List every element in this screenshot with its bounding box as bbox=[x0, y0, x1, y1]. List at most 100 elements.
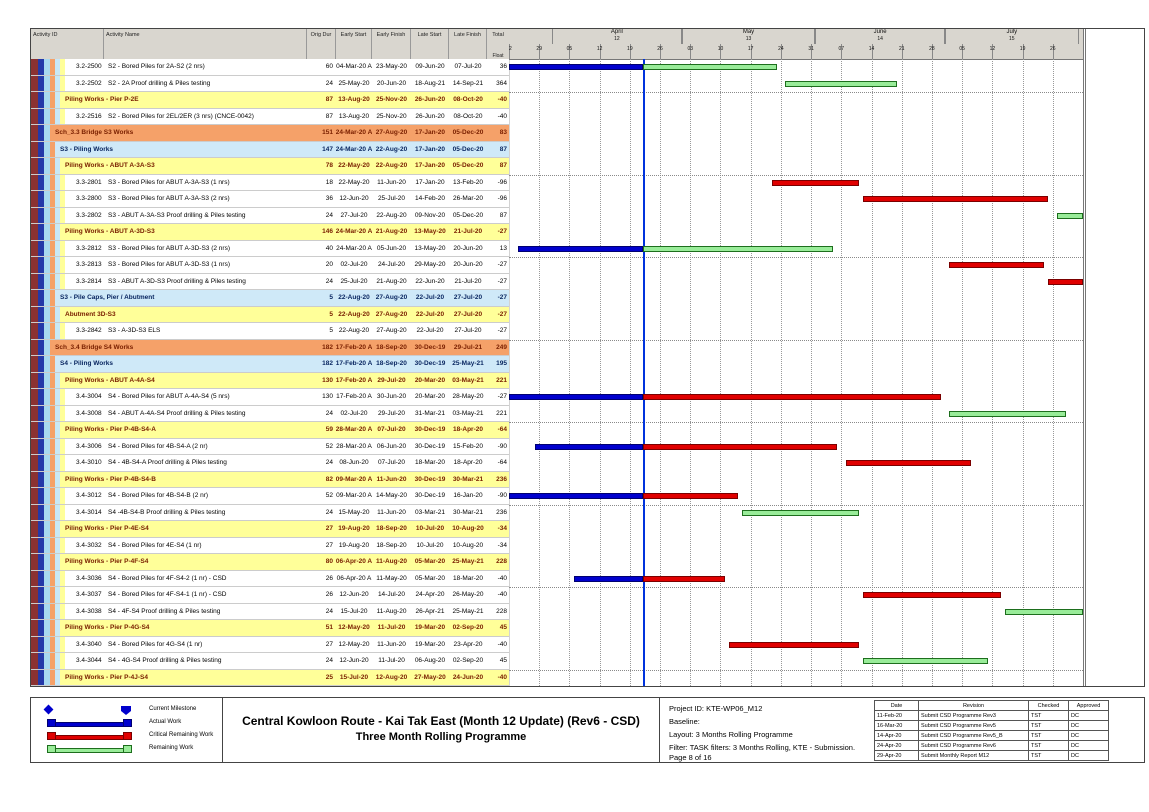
band-row[interactable]: S3 - Pile Caps, Pier / Abutment 5 22-Aug-2… bbox=[31, 290, 509, 307]
band-row[interactable]: Piling Works - Pier P-4B-S4-B 82 09-Mar-20… bbox=[31, 471, 509, 488]
column-header-total-float[interactable]: Total Float bbox=[487, 29, 509, 59]
activity-row[interactable]: 3.4-3036 S4 - Bored Piles for 4F-S4-2 (1 … bbox=[31, 570, 509, 587]
gantt-bar-critical[interactable] bbox=[772, 179, 859, 186]
late-finish-cell: 08-Oct-20 bbox=[453, 112, 483, 120]
band-row[interactable]: Piling Works - Pier P-4G-S4 51 12-May-20 11… bbox=[31, 620, 509, 637]
band-row[interactable]: Piling Works - Pier P-4B-S4-A 59 28-Mar-20… bbox=[31, 422, 509, 439]
activity-row[interactable]: 3.4-3004 S4 - Bored Piles for ABUT A-4A-S… bbox=[31, 389, 509, 406]
band-row[interactable]: Piling Works - ABUT A-4A-S4 130 17-Feb-20 … bbox=[31, 372, 509, 389]
column-header-late-finish[interactable]: Late Finish bbox=[449, 29, 487, 59]
gantt-bar-actual[interactable] bbox=[573, 575, 643, 582]
activity-row[interactable]: 3.2-2516 S2 - Bored Piles for 2EL/2ER (3 … bbox=[31, 108, 509, 125]
activity-row[interactable]: 3.3-2801 S3 - Bored Piles for ABUT A-3A-S… bbox=[31, 174, 509, 191]
band-row[interactable]: Piling Works - Pier P-4J-S4 25 15-Jul-20 12… bbox=[31, 669, 509, 686]
row-background bbox=[65, 653, 509, 669]
gantt-bar-remaining[interactable] bbox=[1005, 608, 1083, 615]
activity-row[interactable]: 3.4-3008 S4 - ABUT A-4A-S4 Proof drilling… bbox=[31, 405, 509, 422]
activity-row[interactable]: 3.4-3032 S4 - Bored Piles for 4E-S4 (1 nr… bbox=[31, 537, 509, 554]
gantt-bar-critical[interactable] bbox=[642, 443, 837, 450]
activity-row[interactable]: 3.3-2842 S3 - A-3D-S3 ELS 5 22-Aug-20 27-Aug… bbox=[31, 323, 509, 340]
gantt-bar-actual[interactable] bbox=[509, 64, 643, 70]
activity-row[interactable]: 3.4-3012 S4 - Bored Piles for 4B-S4-B (2 … bbox=[31, 488, 509, 505]
band-row[interactable]: S3 - Piling Works 147 24-Mar-20 A 22-Aug-20… bbox=[31, 141, 509, 158]
total-float-cell: -27 bbox=[497, 294, 507, 302]
column-header-orig-dur[interactable]: Orig Dur bbox=[307, 29, 336, 59]
band-row[interactable]: Piling Works - Pier P-4F-S4 80 06-Apr-20 A… bbox=[31, 554, 509, 571]
band-row[interactable]: Piling Works - Pier P-2E 87 13-Aug-20 25-No… bbox=[31, 92, 509, 109]
activity-row[interactable]: 3.4-3010 S4 - 4B-S4-A Proof drilling & Pi… bbox=[31, 455, 509, 472]
late-start-cell: 31-Mar-21 bbox=[415, 409, 445, 417]
week-tick bbox=[841, 44, 843, 59]
activity-row[interactable]: 3.4-3037 S4 - Bored Piles for 4F-S4-1 (1 … bbox=[31, 587, 509, 604]
late-finish-cell: 25-May-21 bbox=[452, 558, 484, 566]
gantt-bar-critical[interactable] bbox=[1048, 278, 1083, 285]
month-band-april: April 12 bbox=[552, 29, 682, 44]
activity-row[interactable]: 3.4-3038 S4 - 4F-S4 Proof drilling & Pile… bbox=[31, 603, 509, 620]
column-header-activity-name[interactable]: Activity Name bbox=[104, 29, 307, 59]
revision-cell: 11-Feb-20 bbox=[874, 710, 919, 721]
activity-row[interactable]: 3.3-2814 S3 - ABUT A-3D-S3 Proof drilling… bbox=[31, 273, 509, 290]
early-start-cell: 22-May-20 bbox=[338, 178, 370, 186]
gantt-bar-critical[interactable] bbox=[642, 575, 725, 582]
gantt-bar-critical[interactable] bbox=[862, 592, 1001, 598]
column-header-activity-id[interactable]: Activity ID bbox=[31, 29, 104, 59]
band-row[interactable]: Abutment 3D-S3 5 22-Aug-20 27-Aug-20 22-Jul-… bbox=[31, 306, 509, 323]
activity-row[interactable]: 3.2-2500 S2 - Bored Piles for 2A-S2 (2 nr… bbox=[31, 59, 509, 76]
activity-name-cell: S4 - 4B-S4-A Proof drilling & Piles test… bbox=[108, 459, 227, 467]
week-label: 21 bbox=[898, 46, 905, 52]
week-tick bbox=[992, 44, 994, 59]
gantt-bar-critical[interactable] bbox=[949, 262, 1045, 268]
activity-row[interactable]: 3.3-2800 S3 - Bored Piles for ABUT A-3A-S… bbox=[31, 191, 509, 208]
total-float-cell: -90 bbox=[497, 442, 507, 450]
late-finish-cell: 08-Oct-20 bbox=[453, 96, 483, 104]
gantt-bar-actual[interactable] bbox=[517, 245, 643, 252]
late-finish-cell: 25-May-21 bbox=[452, 607, 484, 615]
gantt-bar-critical[interactable] bbox=[729, 641, 859, 648]
gantt-bar-actual[interactable] bbox=[534, 443, 643, 450]
column-header-late-start[interactable]: Late Start bbox=[411, 29, 449, 59]
orig-dur-cell: 24 bbox=[325, 508, 333, 516]
activity-row[interactable]: 3.3-2802 S3 - ABUT A-3A-S3 Proof drilling… bbox=[31, 207, 509, 224]
activity-row[interactable]: 3.3-2812 S3 - Bored Piles for ABUT A-3D-S… bbox=[31, 240, 509, 257]
activity-row[interactable]: 3.3-2813 S3 - Bored Piles for ABUT A-3D-S… bbox=[31, 257, 509, 274]
early-finish-cell: 22-Aug-20 bbox=[375, 162, 408, 170]
activity-row[interactable]: 3.4-3044 S4 - 4G-S4 Proof drilling & Pile… bbox=[31, 653, 509, 670]
gantt-bar-remaining[interactable] bbox=[785, 80, 898, 87]
gantt-bar-critical[interactable] bbox=[642, 394, 941, 400]
band-row[interactable]: S4 - Piling Works 182 17-Feb-20 A 18-Sep-20… bbox=[31, 356, 509, 373]
gantt-bar-critical[interactable] bbox=[845, 460, 971, 466]
activity-row[interactable]: 3.4-3014 S4 -4B-S4-B Proof drilling & Pil… bbox=[31, 504, 509, 521]
gantt-bar-remaining[interactable] bbox=[642, 64, 777, 70]
early-start-cell: 17-Feb-20 A bbox=[336, 393, 372, 401]
week-gridline bbox=[720, 59, 722, 686]
band-row[interactable]: Sch_3.3 Bridge S3 Works 151 24-Mar-20 A 27-… bbox=[31, 125, 509, 142]
revision-cell: DC bbox=[1068, 750, 1109, 761]
row-background bbox=[65, 240, 509, 256]
late-finish-cell: 27-Jul-20 bbox=[453, 310, 483, 318]
band-row[interactable]: Piling Works - Pier P-4E-S4 27 19-Aug-20 18… bbox=[31, 521, 509, 538]
gantt-bar-remaining[interactable] bbox=[742, 509, 859, 516]
band-row[interactable]: Piling Works - ABUT A-3A-S3 78 22-May-20 22… bbox=[31, 158, 509, 175]
week-label: 24 bbox=[778, 46, 784, 52]
gantt-bar-remaining[interactable] bbox=[642, 245, 833, 252]
late-start-cell: 05-Mar-20 bbox=[414, 558, 446, 566]
column-header-early-finish[interactable]: Early Finish bbox=[372, 29, 411, 59]
early-finish-cell: 23-May-20 bbox=[375, 63, 408, 71]
gantt-bar-remaining[interactable] bbox=[862, 658, 989, 664]
activity-row[interactable]: 3.4-3040 S4 - Bored Piles for 4G-S4 (1 nr… bbox=[31, 636, 509, 653]
gantt-bar-critical[interactable] bbox=[642, 493, 738, 499]
activity-row[interactable]: 3.2-2502 S2 - 2A Proof drilling & Piles t… bbox=[31, 75, 509, 92]
gantt-bar-critical[interactable] bbox=[862, 196, 1049, 202]
band-row[interactable]: Sch_3.4 Bridge S4 Works 182 17-Feb-20 A 18-… bbox=[31, 339, 509, 356]
late-start-cell: 26-Jun-20 bbox=[415, 112, 445, 120]
activity-name-cell: S4 -4B-S4-B Proof drilling & Piles testi… bbox=[108, 508, 226, 516]
band-background bbox=[60, 669, 509, 685]
gantt-bar-remaining[interactable] bbox=[949, 410, 1066, 417]
band-row[interactable]: Piling Works - ABUT A-3D-S3 146 24-Mar-20 … bbox=[31, 224, 509, 241]
activity-row[interactable]: 3.4-3006 S4 - Bored Piles for 4B-S4-A (2 … bbox=[31, 438, 509, 455]
gantt-bar-actual[interactable] bbox=[509, 493, 643, 499]
early-finish-cell: 25-Jul-20 bbox=[377, 195, 406, 203]
column-header-early-start[interactable]: Early Start bbox=[336, 29, 372, 59]
gantt-bar-actual[interactable] bbox=[509, 394, 643, 400]
gantt-bar-remaining[interactable] bbox=[1057, 212, 1083, 219]
